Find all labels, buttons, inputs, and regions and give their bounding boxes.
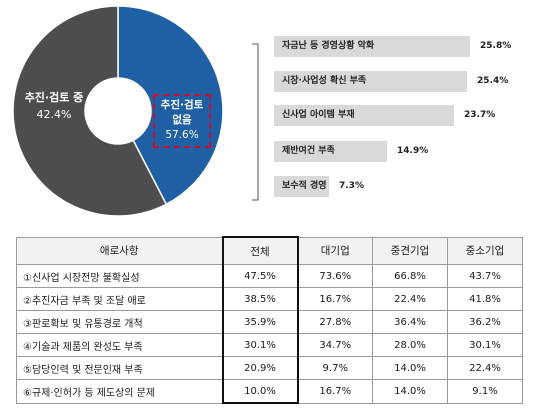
table-row: ③판로확보 및 유통경로 개척 35.9% 27.8% 36.4% 36.2% [16, 310, 523, 334]
table-cell-value: 30.1% [447, 333, 523, 357]
difficulty-table: 애로사항 전체 대기업 중견기업 중소기업 ①신사업 시장전망 불확실성 47.5… [16, 236, 523, 404]
bar-value-label: 7.3% [339, 181, 364, 191]
bar-value-label: 25.4% [477, 76, 509, 86]
table-row: ④기술과 제품의 완성도 부족 30.1% 34.7% 28.0% 30.1% [16, 333, 523, 357]
table-cell-value: 35.9% [221, 310, 299, 334]
table-cell-issue: ②추진자금 부족 및 조달 애로 [16, 287, 223, 311]
table-row: ⑥규제·인허가 등 제도상의 문제 10.0% 16.7% 14.0% 9.1% [16, 379, 523, 404]
table-cell-value: 47.5% [221, 264, 299, 288]
bar-category-label: 제반여건 부족 [282, 146, 335, 156]
donut-label-none-line2: 없음 [172, 114, 192, 126]
table-cell-value: 9.7% [297, 356, 373, 380]
bar [274, 105, 454, 126]
table-row: ⑤담당인력 및 전문인재 부족 20.9% 9.7% 14.0% 22.4% [16, 356, 523, 380]
bar [274, 141, 387, 162]
donut-slice-1 [117, 5, 224, 206]
bar-value-label: 14.9% [397, 146, 429, 156]
header-total: 전체 [221, 236, 299, 265]
table-cell-value: 28.0% [372, 333, 448, 357]
table-cell-value: 22.4% [447, 356, 523, 380]
table-cell-value: 73.6% [297, 264, 373, 288]
table-cell-value: 14.0% [372, 356, 448, 380]
header-large: 대기업 [297, 236, 373, 265]
bar-category-label: 시장·사업성 확신 부족 [282, 76, 367, 86]
table-cell-value: 16.7% [297, 287, 373, 311]
table-cell-value: 30.1% [221, 333, 299, 357]
table-cell-value: 27.8% [297, 310, 373, 334]
header-midsize: 중견기업 [372, 236, 448, 265]
table-cell-issue: ①신사업 시장전망 불확실성 [16, 264, 223, 288]
donut-label-in-progress-text: 추진·검토 중 [24, 91, 84, 104]
bar-category-label: 자금난 등 경영상황 악화 [282, 41, 375, 51]
table-row: ②추진자금 부족 및 조달 애로 38.5% 16.7% 22.4% 41.8% [16, 287, 523, 311]
bar [274, 36, 470, 57]
table-cell-value: 36.4% [372, 310, 448, 334]
table-header-row: 애로사항 전체 대기업 중견기업 중소기업 [16, 236, 523, 265]
bar-category-label: 신사업 아이템 부재 [282, 110, 355, 120]
table-cell-value: 14.0% [372, 379, 448, 404]
bar-value-label: 25.8% [480, 41, 512, 51]
table-cell-issue: ⑥규제·인허가 등 제도상의 문제 [16, 379, 223, 404]
donut-chart [12, 5, 224, 217]
donut-value-in-progress: 42.4% [36, 108, 72, 121]
callout-bracket [252, 43, 259, 201]
bar [274, 71, 467, 92]
table-cell-issue: ④기술과 제품의 완성도 부족 [16, 333, 223, 357]
table-cell-value: 10.0% [221, 379, 299, 404]
table-cell-value: 20.9% [221, 356, 299, 380]
table-cell-value: 38.5% [221, 287, 299, 311]
table-row: ①신사업 시장전망 불확실성 47.5% 73.6% 66.8% 43.7% [16, 264, 523, 288]
header-issue: 애로사항 [16, 236, 223, 265]
donut-label-none: 추진·검토 없음 57.6% [153, 94, 211, 148]
table-cell-value: 16.7% [297, 379, 373, 404]
donut-label-in-progress: 추진·검토 중 42.4% [14, 89, 94, 123]
table-cell-value: 66.8% [372, 264, 448, 288]
table-cell-issue: ⑤담당인력 및 전문인재 부족 [16, 356, 223, 380]
bar-category-label: 보수적 경영 [282, 181, 327, 191]
donut-slice-2 [12, 5, 168, 217]
donut-label-none-line1: 추진·검토 [160, 99, 204, 111]
table-cell-value: 41.8% [447, 287, 523, 311]
table-cell-value: 34.7% [297, 333, 373, 357]
donut-value-none: 57.6% [165, 129, 199, 141]
table-cell-value: 36.2% [447, 310, 523, 334]
table-cell-issue: ③판로확보 및 유통경로 개척 [16, 310, 223, 334]
bar-value-label: 23.7% [464, 110, 496, 120]
table-cell-value: 9.1% [447, 379, 523, 404]
header-small: 중소기업 [447, 236, 523, 265]
bar [274, 176, 329, 197]
table-cell-value: 22.4% [372, 287, 448, 311]
table-cell-value: 43.7% [447, 264, 523, 288]
